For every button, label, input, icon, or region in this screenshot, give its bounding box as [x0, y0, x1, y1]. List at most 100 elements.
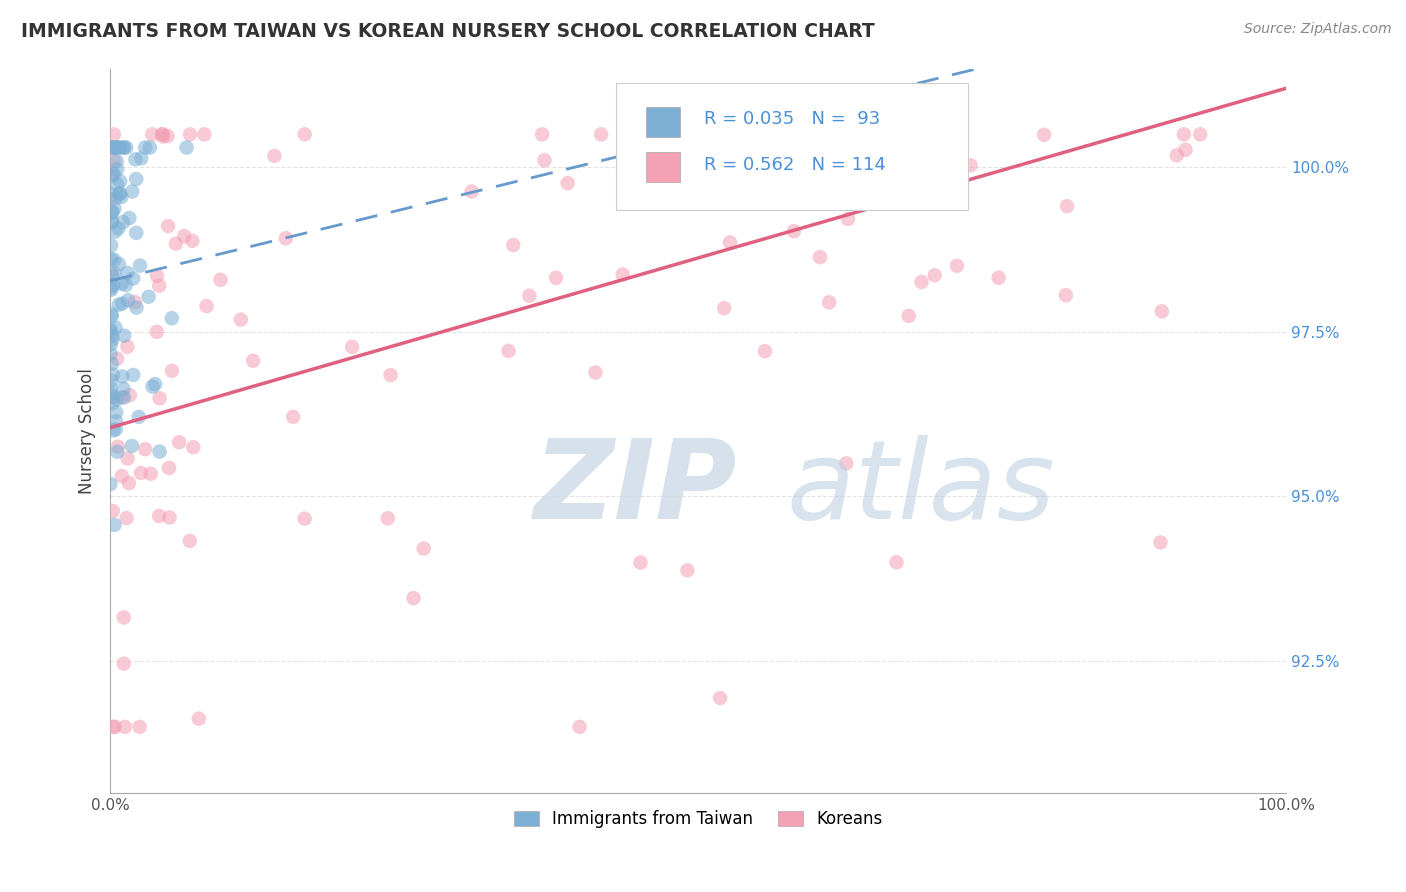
- Point: [837, 211, 859, 226]
- Point: [112, 140, 135, 154]
- Point: [117, 293, 139, 308]
- Point: [129, 152, 152, 166]
- Point: [160, 364, 183, 378]
- Point: [742, 128, 765, 142]
- Point: [129, 466, 152, 480]
- Point: [105, 414, 128, 428]
- FancyBboxPatch shape: [647, 106, 681, 136]
- Point: [557, 176, 579, 190]
- Point: [128, 720, 150, 734]
- Point: [103, 140, 125, 154]
- Point: [103, 518, 125, 533]
- Point: [124, 153, 146, 167]
- Point: [146, 268, 169, 283]
- Point: [108, 186, 131, 201]
- Point: [141, 379, 163, 393]
- Point: [111, 277, 134, 291]
- Point: [886, 555, 908, 569]
- Point: [156, 129, 179, 144]
- Point: [100, 238, 122, 252]
- Point: [100, 193, 122, 207]
- Point: [100, 187, 122, 202]
- Point: [176, 140, 198, 154]
- Point: [103, 202, 125, 216]
- Point: [129, 259, 152, 273]
- Point: [118, 388, 141, 402]
- Point: [100, 347, 122, 361]
- Point: [683, 128, 706, 142]
- Text: R = 0.035   N =  93: R = 0.035 N = 93: [704, 111, 880, 128]
- Point: [101, 368, 124, 382]
- Point: [121, 185, 143, 199]
- Point: [1174, 143, 1197, 157]
- Point: [924, 268, 946, 283]
- Point: [693, 128, 716, 142]
- Point: [103, 167, 125, 181]
- Point: [101, 167, 124, 181]
- Point: [100, 310, 122, 324]
- Point: [173, 229, 195, 244]
- Point: [111, 390, 134, 404]
- Point: [103, 266, 125, 280]
- Point: [118, 211, 141, 225]
- Point: [229, 312, 252, 326]
- Point: [101, 205, 124, 219]
- Point: [209, 273, 232, 287]
- Point: [115, 140, 138, 154]
- Point: [134, 442, 156, 457]
- Point: [115, 511, 138, 525]
- Point: [195, 299, 218, 313]
- Point: [105, 444, 128, 458]
- Point: [835, 456, 858, 470]
- Point: [122, 368, 145, 382]
- Point: [1056, 199, 1078, 213]
- Point: [108, 174, 131, 188]
- Point: [100, 281, 122, 295]
- Point: [104, 720, 127, 734]
- Point: [179, 533, 201, 548]
- Point: [125, 226, 148, 240]
- Point: [118, 476, 141, 491]
- Point: [160, 311, 183, 326]
- Point: [111, 296, 134, 310]
- Point: [101, 205, 124, 219]
- Point: [112, 657, 135, 671]
- Point: [112, 140, 135, 154]
- Point: [1166, 148, 1188, 162]
- Point: [100, 215, 122, 229]
- Point: [124, 295, 146, 310]
- Point: [502, 238, 524, 252]
- Point: [112, 610, 135, 624]
- Point: [152, 128, 174, 142]
- Point: [117, 340, 139, 354]
- Point: [100, 374, 122, 388]
- Point: [122, 271, 145, 285]
- Point: [112, 391, 135, 405]
- Point: [713, 301, 735, 316]
- Point: [568, 720, 591, 734]
- Point: [754, 344, 776, 359]
- Point: [591, 128, 613, 142]
- Point: [100, 382, 122, 396]
- Point: [103, 252, 125, 267]
- Point: [104, 191, 127, 205]
- Text: R = 0.562   N = 114: R = 0.562 N = 114: [704, 156, 886, 174]
- Point: [1173, 128, 1195, 142]
- Point: [105, 178, 128, 192]
- Point: [281, 409, 304, 424]
- Point: [112, 382, 135, 396]
- Point: [274, 231, 297, 245]
- Point: [263, 149, 285, 163]
- Point: [959, 158, 981, 172]
- Point: [460, 185, 482, 199]
- Point: [98, 322, 121, 336]
- Legend: Immigrants from Taiwan, Koreans: Immigrants from Taiwan, Koreans: [508, 804, 889, 835]
- Point: [661, 128, 683, 142]
- Point: [796, 128, 818, 142]
- Point: [111, 469, 134, 483]
- Point: [517, 289, 540, 303]
- Point: [112, 215, 135, 229]
- Point: [110, 190, 132, 204]
- Point: [101, 332, 124, 346]
- FancyBboxPatch shape: [616, 83, 969, 210]
